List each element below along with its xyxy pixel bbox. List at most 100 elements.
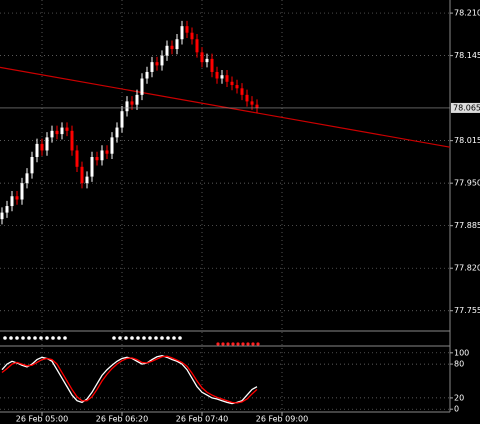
candle-body xyxy=(165,45,169,56)
candle-body xyxy=(135,94,139,105)
candle-body xyxy=(130,101,134,105)
candle-body xyxy=(30,156,34,174)
signal-dot xyxy=(148,336,152,340)
candle-body xyxy=(0,212,4,220)
signal-dot xyxy=(241,342,245,346)
candle-body xyxy=(250,101,254,105)
candle-body xyxy=(55,130,59,135)
signal-dot xyxy=(216,342,220,346)
x-tick-label: 26 Feb 09:00 xyxy=(256,415,308,424)
signal-dot xyxy=(130,336,134,340)
current-price-label: 78.065 xyxy=(453,103,480,112)
signal-dot xyxy=(51,336,55,340)
candle-body xyxy=(225,75,229,82)
candle-body xyxy=(100,150,104,161)
candle-body xyxy=(200,52,204,63)
x-tick-label: 26 Feb 05:00 xyxy=(16,415,68,424)
candle-body xyxy=(65,127,69,131)
trend-line xyxy=(0,66,451,148)
candle-body xyxy=(230,81,234,86)
candle-body xyxy=(240,88,244,95)
signal-dot xyxy=(9,336,13,340)
signal-dot xyxy=(118,336,122,340)
candle-body xyxy=(5,206,9,213)
candle-body xyxy=(175,39,179,50)
signal-dot xyxy=(154,336,158,340)
signal-dot xyxy=(172,336,176,340)
candle-body xyxy=(210,58,214,72)
candle-body xyxy=(220,75,224,79)
candle-body xyxy=(105,150,109,154)
candle-body xyxy=(90,156,94,177)
candle-body xyxy=(195,39,199,53)
signal-dot xyxy=(21,336,25,340)
signal-dot xyxy=(246,342,250,346)
y-tick-label: 78.015 xyxy=(454,136,480,145)
signal-dot xyxy=(236,342,240,346)
signal-dot xyxy=(142,336,146,340)
candle-body xyxy=(10,196,14,207)
signal-dot xyxy=(57,336,61,340)
y-tick-label: 78.210 xyxy=(454,9,480,18)
candle-body xyxy=(70,130,74,151)
signal-dot xyxy=(15,336,19,340)
y-tick-label: 77.950 xyxy=(454,179,480,188)
candle-body xyxy=(125,101,129,112)
y-tick-label: 20 xyxy=(454,393,464,402)
y-tick-label: 80 xyxy=(454,360,464,369)
candle-body xyxy=(155,62,159,66)
signal-dot xyxy=(112,336,116,340)
y-tick-label: 78.145 xyxy=(454,51,480,60)
signal-dots xyxy=(3,336,182,340)
candle-body xyxy=(115,127,119,138)
signal-dot xyxy=(3,336,7,340)
candle-body xyxy=(185,26,189,33)
candle-body xyxy=(190,32,194,40)
candle-body xyxy=(75,150,79,167)
x-tick-label: 26 Feb 07:40 xyxy=(176,415,228,424)
candle-body xyxy=(170,45,174,50)
y-tick-label: 100 xyxy=(454,348,469,357)
candle-body xyxy=(60,127,64,135)
candle-body xyxy=(40,143,44,151)
signal-dot xyxy=(33,336,37,340)
signal-dot xyxy=(178,336,182,340)
signal-dot xyxy=(160,336,164,340)
signal-dots-red xyxy=(216,342,260,346)
candle-body xyxy=(180,26,184,40)
signal-dot xyxy=(63,336,67,340)
signal-dot xyxy=(256,342,260,346)
candle-body xyxy=(150,62,154,72)
candle-body xyxy=(20,183,24,200)
candle-body xyxy=(140,78,144,95)
signal-dot xyxy=(27,336,31,340)
oscillator-line xyxy=(1,355,258,404)
signal-dot xyxy=(221,342,225,346)
signal-dot xyxy=(136,336,140,340)
candle-body xyxy=(85,176,89,184)
candle-body xyxy=(145,71,149,79)
candle-body xyxy=(50,130,54,138)
candle-body xyxy=(215,71,219,79)
signal-dot xyxy=(226,342,230,346)
candle-body xyxy=(95,156,99,161)
candle-body xyxy=(35,143,39,157)
candle-body xyxy=(235,85,239,89)
candle-body xyxy=(25,173,29,184)
candle-body xyxy=(80,166,84,184)
current-price-box xyxy=(451,102,480,113)
y-tick-label: 77.755 xyxy=(454,306,480,315)
signal-dot xyxy=(231,342,235,346)
signal-dot xyxy=(45,336,49,340)
signal-dot xyxy=(251,342,255,346)
y-tick-label: 0 xyxy=(454,405,459,414)
signal-dot xyxy=(166,336,170,340)
y-tick-label: 77.885 xyxy=(454,221,480,230)
candle-body xyxy=(120,111,124,128)
signal-dot xyxy=(124,336,128,340)
candle-body xyxy=(255,104,259,108)
x-tick-label: 26 Feb 06:20 xyxy=(96,415,148,424)
